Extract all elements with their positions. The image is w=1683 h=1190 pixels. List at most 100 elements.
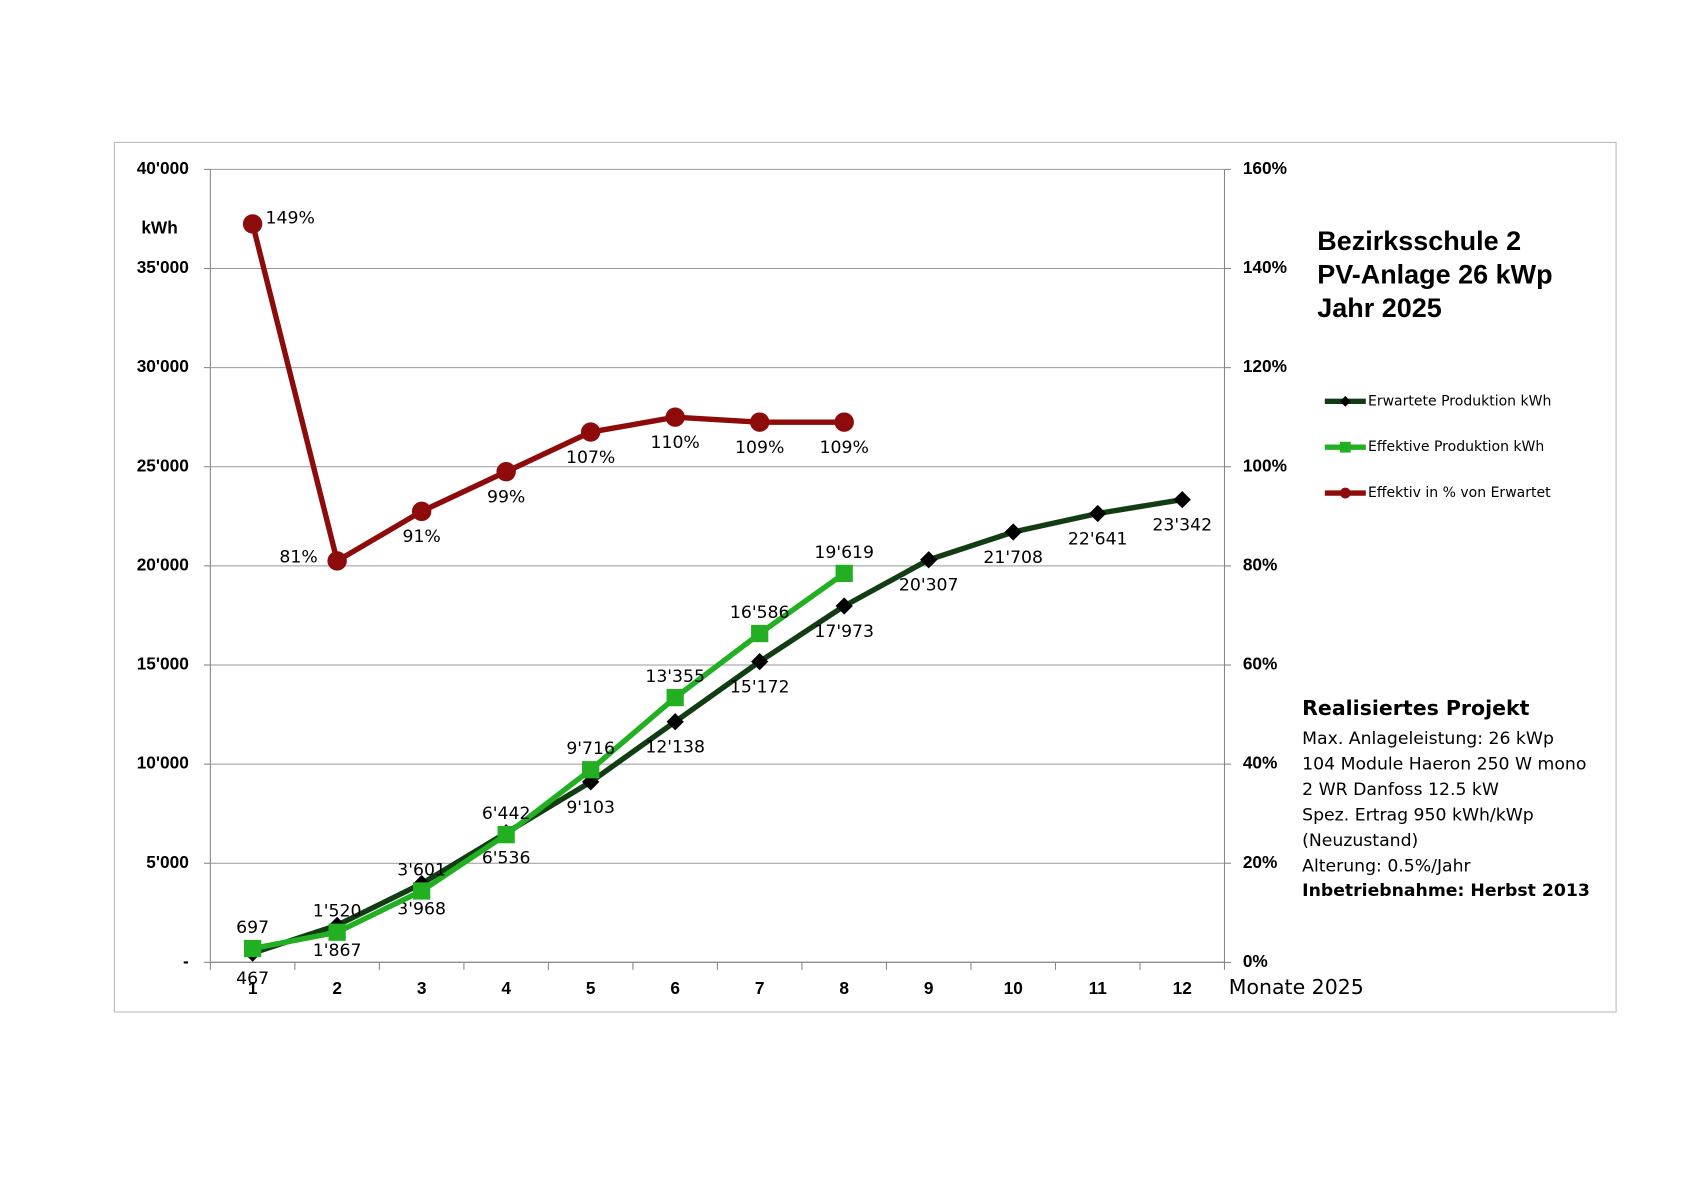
data-point [413,882,431,900]
data-label: 1'867 [313,941,362,961]
data-label: 99% [487,488,525,508]
y-tick-label: 15'000 [137,654,189,674]
x-tick-label: 5 [586,978,596,998]
data-point [666,688,684,707]
x-tick-label: 11 [1089,978,1108,998]
series-line [251,496,1183,956]
data-label: 91% [402,527,440,547]
data-point [749,412,770,432]
data-label: 3'968 [397,900,446,920]
data-label: 467 [236,969,269,989]
data-point [834,412,854,432]
y2-tick-label: 120% [1243,356,1287,376]
data-point [328,923,346,941]
y-tick-label: 40'000 [137,158,189,178]
data-label: 15'172 [730,677,790,697]
chart-frame [113,141,1617,1013]
data-point [582,761,600,779]
data-label: 9'103 [566,798,615,818]
data-point [411,501,432,522]
info-line: Alterung: 0.5%/Jahr [1302,856,1471,876]
legend-label: Effektiv in % von Erwartet [1368,485,1551,501]
x-tick-label: 3 [417,978,427,998]
data-point [327,551,347,571]
chart-title: Jahr 2025 [1317,293,1441,323]
legend-label: Erwartete Produktion kWh [1368,393,1551,409]
legend-marker [1339,441,1351,453]
y-tick-label: 5'000 [146,852,188,872]
data-label: 13'355 [645,667,705,687]
data-label: 3'601 [397,860,446,880]
data-label: 697 [236,918,269,938]
data-label: 1'520 [313,902,362,922]
data-point [751,652,769,671]
data-label: 109% [820,438,869,458]
series-line [250,223,845,564]
x-tick-label: 4 [501,978,511,998]
data-point [835,564,853,583]
data-label: 12'138 [645,738,705,758]
y-tick-label: 25'000 [137,455,189,475]
data-label: 81% [279,548,317,568]
x-tick-label: 8 [839,978,849,998]
data-point [243,939,262,958]
info-line: Spez. Ertrag 950 kWh/kWp [1302,805,1534,825]
chart-title: PV-Anlage 26 kWp [1317,259,1552,289]
data-point [242,214,263,234]
x-tick-label: 12 [1173,978,1192,998]
x-tick-label: 9 [924,978,934,998]
x-tick-label: 2 [332,978,342,998]
info-line: (Neuzustand) [1302,831,1418,851]
info-line: Max. Anlageleistung: 26 kWp [1302,729,1554,749]
y2-tick-label: 0% [1243,951,1268,971]
data-label: 110% [651,433,700,453]
y2-tick-label: 160% [1243,158,1287,178]
x-tick-label: 10 [1004,978,1023,998]
data-label: 149% [266,209,315,229]
y2-tick-label: 140% [1243,257,1287,277]
y-tick-label: 35'000 [137,257,189,277]
legend-label: Effektive Produktion kWh [1368,439,1544,455]
data-point [1089,504,1107,523]
legend-marker [1339,487,1351,499]
y-tick-label: 30'000 [137,356,189,376]
data-label: 16'586 [730,603,790,623]
data-point [496,461,516,482]
info-line: 104 Module Haeron 250 W mono [1302,754,1586,774]
x-tick-label: 7 [755,978,765,998]
data-label: 20'307 [899,576,959,596]
data-point [580,422,601,442]
legend-marker [1339,395,1351,407]
chart-title: Bezirksschule 2 [1317,226,1521,256]
data-label: 6'536 [482,849,531,869]
y-axis-label: kWh [141,217,177,237]
y2-tick-label: 60% [1243,654,1278,674]
x-tick-label: 6 [670,978,680,998]
info-line: 2 WR Danfoss 12.5 kW [1302,780,1499,800]
y2-tick-label: 20% [1243,852,1278,872]
data-point [920,551,938,569]
data-point [665,407,685,427]
data-point [497,826,515,844]
data-label: 9'716 [566,739,615,759]
info-footer: Inbetriebnahme: Herbst 2013 [1302,881,1590,901]
y-tick-label: 20'000 [137,554,189,574]
data-label: 21'708 [983,548,1043,568]
y-tick-label: 10'000 [137,753,189,773]
data-label: 17'973 [814,622,874,642]
data-label: 107% [566,448,615,468]
data-label: 19'619 [814,543,874,563]
series-line [252,571,846,952]
data-label: 6'442 [482,804,531,824]
y-tick-label: - [183,951,189,971]
y2-tick-label: 40% [1243,753,1278,773]
data-label: 22'641 [1068,529,1128,549]
info-heading: Realisiertes Projekt [1302,696,1529,720]
y2-tick-label: 80% [1243,554,1278,574]
data-point [751,624,769,643]
data-label: 109% [735,438,784,458]
x-tick-label: 1 [248,978,258,998]
x-axis-label: Monate 2025 [1229,975,1364,999]
y2-tick-label: 100% [1243,455,1287,475]
